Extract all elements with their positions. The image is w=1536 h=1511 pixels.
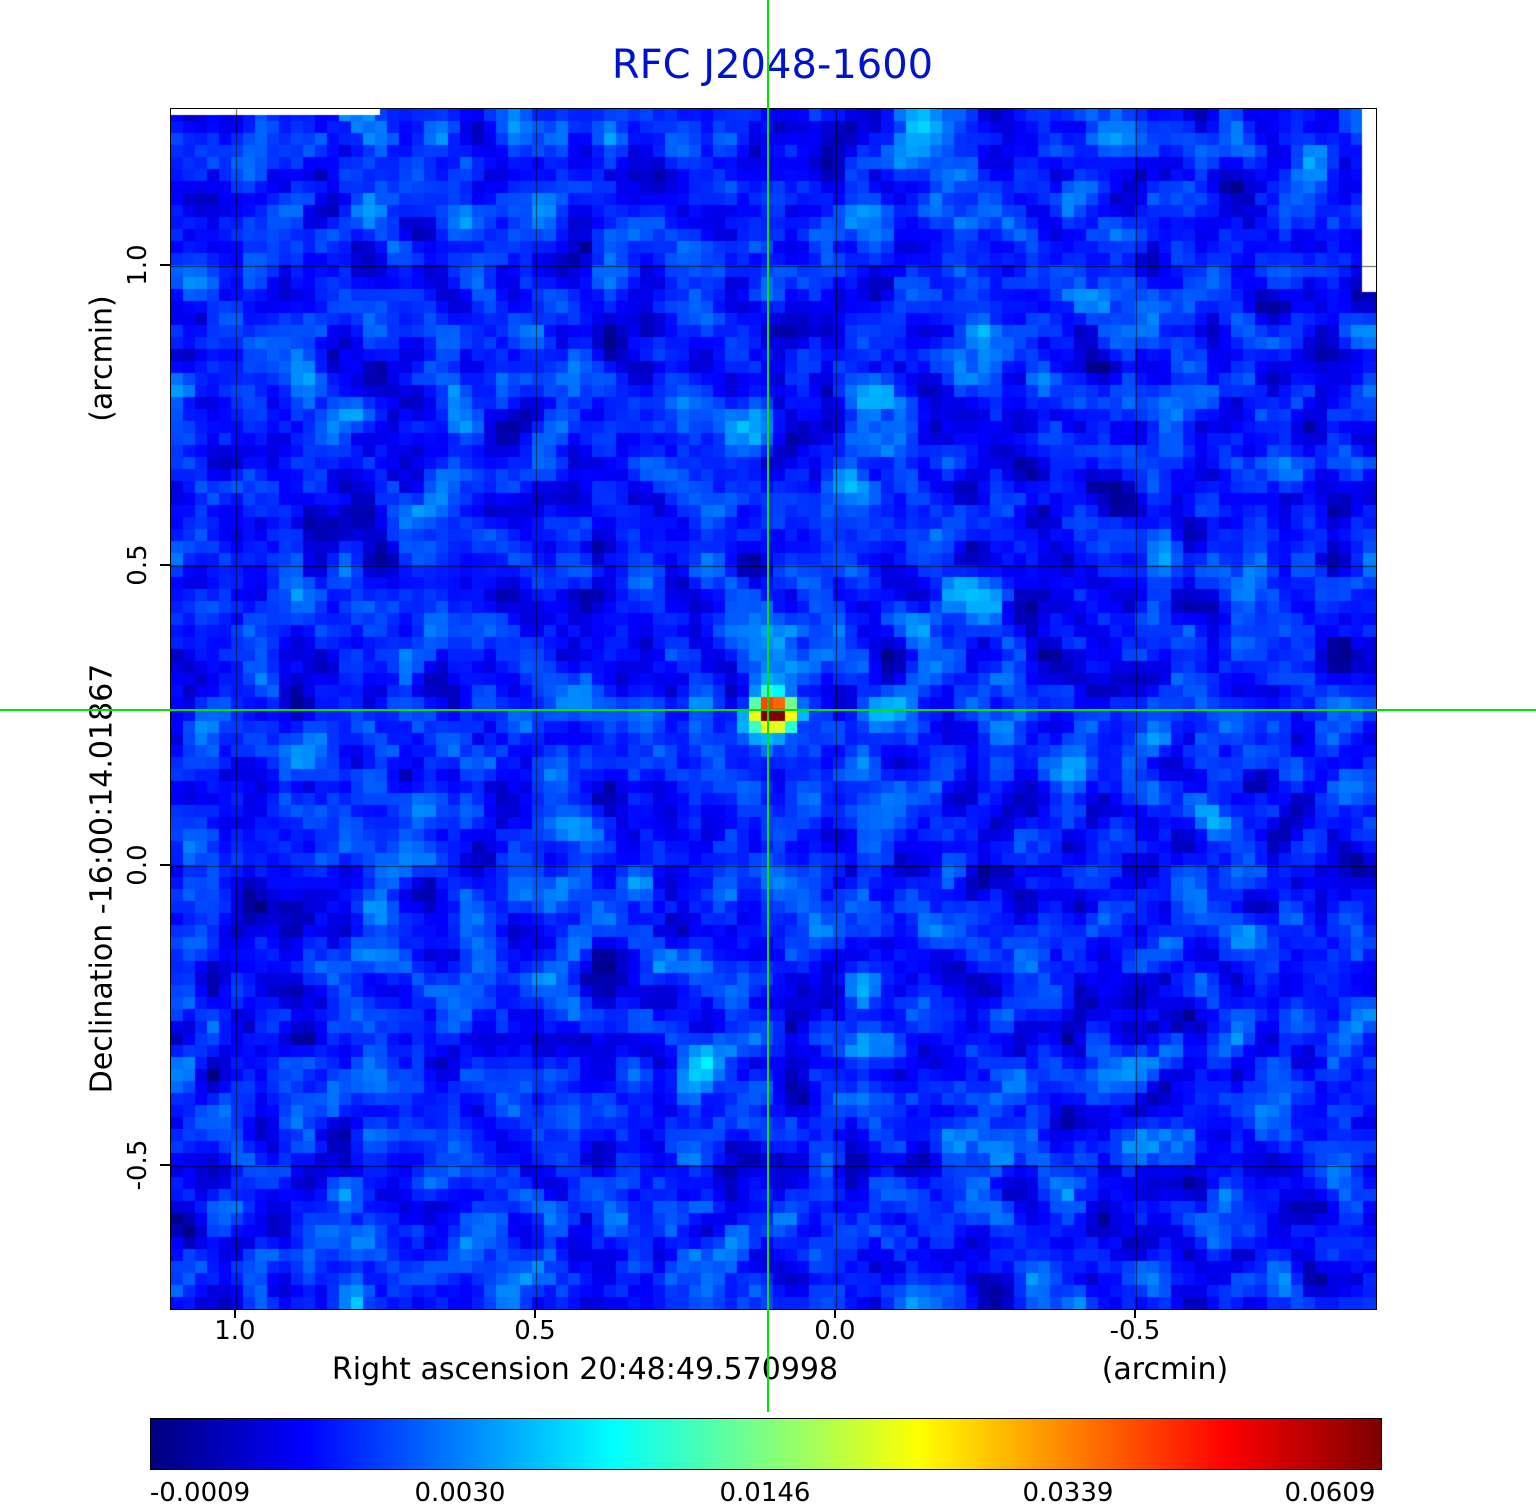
- colorbar-tick-label: 0.0609: [1284, 1478, 1376, 1508]
- crosshair-vertical-line: [767, 0, 769, 1412]
- x-tick-label: 0.5: [514, 1316, 556, 1346]
- colorbar: [150, 1418, 1382, 1470]
- x-tick-label: -0.5: [1109, 1316, 1161, 1346]
- x-tick-mark: [833, 1309, 836, 1318]
- y-tick-mark: [160, 563, 170, 566]
- x-tick-label: 0.0: [814, 1316, 856, 1346]
- colorbar-tick-label: 0.0146: [719, 1478, 811, 1508]
- x-tick-mark: [233, 1309, 236, 1318]
- x-tick-mark: [533, 1309, 536, 1318]
- y-axis-label: Declination -16:00:14.01867: [84, 663, 120, 1094]
- x-axis-label: Right ascension 20:48:49.570998: [331, 1352, 839, 1387]
- x-tick-mark: [1133, 1309, 1136, 1318]
- y-tick-label: -0.5: [123, 1139, 153, 1191]
- colorbar-tick-label: -0.0009: [149, 1478, 251, 1508]
- x-tick-label: 1.0: [214, 1316, 256, 1346]
- colorbar-gradient: [151, 1419, 1381, 1469]
- y-tick-mark: [160, 263, 170, 266]
- y-tick-mark: [160, 863, 170, 866]
- y-tick-label: 1.0: [123, 244, 153, 286]
- crosshair-horizontal-line: [0, 709, 1536, 711]
- y-tick-label: 0.0: [123, 844, 153, 886]
- x-axis-unit-label: (arcmin): [1101, 1352, 1229, 1387]
- y-tick-label: 0.5: [123, 544, 153, 586]
- y-tick-mark: [160, 1163, 170, 1166]
- plot-title: RFC J2048-1600: [611, 42, 934, 88]
- y-axis-unit-label: (arcmin): [84, 295, 120, 422]
- colorbar-tick-label: 0.0339: [1022, 1478, 1114, 1508]
- colorbar-tick-label: 0.0030: [414, 1478, 506, 1508]
